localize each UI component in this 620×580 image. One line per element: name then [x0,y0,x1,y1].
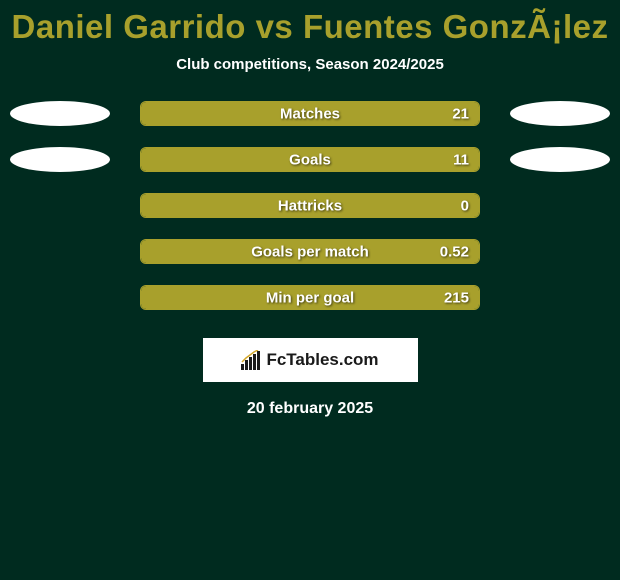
bar-chart-icon [241,350,263,370]
right-oval-placeholder [510,193,610,218]
stat-bar: Hattricks 0 [140,193,480,218]
stat-value: 11 [453,151,469,168]
stat-row: Matches 21 [0,101,620,126]
left-oval [10,101,110,126]
stat-label: Goals per match [251,243,369,260]
stat-label: Hattricks [278,197,342,214]
fctables-logo[interactable]: FcTables.com [203,338,418,382]
stat-value: 21 [452,105,469,122]
stat-value: 0.52 [440,243,469,260]
stat-label: Min per goal [266,289,354,306]
stat-bar: Matches 21 [140,101,480,126]
left-oval-placeholder [10,239,110,264]
subtitle: Club competitions, Season 2024/2025 [0,56,620,73]
left-oval [10,147,110,172]
stat-label: Matches [280,105,340,122]
stat-bar: Min per goal 215 [140,285,480,310]
logo-text: FcTables.com [266,350,378,370]
page-title: Daniel Garrido vs Fuentes GonzÃ¡lez [0,8,620,46]
right-oval-placeholder [510,239,610,264]
stat-row: Hattricks 0 [0,193,620,218]
right-oval-placeholder [510,285,610,310]
stat-row: Goals per match 0.52 [0,239,620,264]
date-text: 20 february 2025 [0,400,620,418]
right-oval [510,101,610,126]
stat-row: Goals 11 [0,147,620,172]
stat-bar: Goals 11 [140,147,480,172]
stat-value: 215 [444,289,469,306]
left-oval-placeholder [10,193,110,218]
stat-label: Goals [289,151,331,168]
stat-value: 0 [461,197,469,214]
left-oval-placeholder [10,285,110,310]
stats-area: Matches 21 Goals 11 Hattricks 0 Goals per matc… [0,101,620,310]
stat-row: Min per goal 215 [0,285,620,310]
stat-bar: Goals per match 0.52 [140,239,480,264]
right-oval [510,147,610,172]
